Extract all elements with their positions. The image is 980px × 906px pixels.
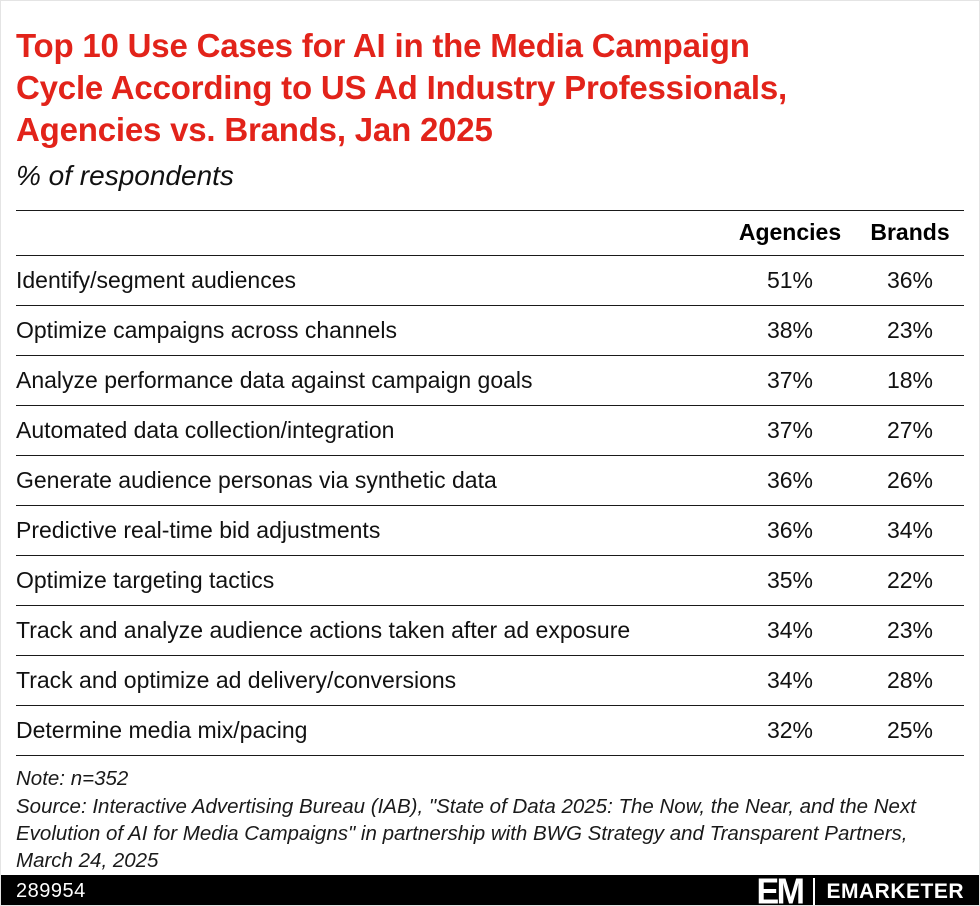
agencies-value: 35% [724, 554, 856, 606]
chart-title-line-3: Agencies vs. Brands, Jan 2025 [16, 110, 493, 148]
row-label: Predictive real-time bid adjustments [16, 504, 724, 556]
logo-divider-line [813, 877, 816, 905]
brands-value: 22% [856, 554, 964, 606]
agencies-value: 51% [724, 254, 856, 306]
row-label: Generate audience personas via synthetic… [16, 454, 724, 506]
brand-name: EMARKETER [826, 879, 964, 903]
row-label: Optimize campaigns across channels [16, 304, 724, 356]
brands-value: 23% [856, 604, 964, 656]
row-label: Optimize targeting tactics [16, 554, 724, 606]
table-header: Agencies Brands [16, 209, 964, 256]
table-row: Optimize campaigns across channels 38% 2… [16, 304, 964, 356]
agencies-value: 37% [724, 354, 856, 406]
table-row: Generate audience personas via synthetic… [16, 454, 964, 506]
chart-title-line-2: Cycle According to US Ad Industry Profes… [16, 68, 787, 106]
agencies-value: 37% [724, 404, 856, 456]
chart-id: 289954 [16, 880, 86, 903]
brands-value: 28% [856, 654, 964, 706]
table-header-row: Agencies Brands [16, 209, 964, 256]
agencies-value: 36% [724, 504, 856, 556]
chart-subtitle: % of respondents [16, 159, 234, 191]
row-label: Track and analyze audience actions taken… [16, 604, 724, 656]
brands-value: 25% [856, 704, 964, 756]
table-row: Analyze performance data against campaig… [16, 354, 964, 406]
chart-title: Top 10 Use Cases for AI in the Media Cam… [16, 25, 964, 151]
table-row: Predictive real-time bid adjustments 36%… [16, 504, 964, 556]
table-row: Identify/segment audiences 51% 36% [16, 254, 964, 306]
brands-value: 34% [856, 504, 964, 556]
brands-value: 26% [856, 454, 964, 506]
header-cell-agencies: Agencies [724, 209, 856, 256]
em-logo-mark: EM [756, 871, 805, 906]
data-table: Agencies Brands Identify/segment audienc… [16, 209, 964, 756]
source-text: Source: Interactive Advertising Bureau (… [16, 794, 916, 873]
brands-value: 18% [856, 354, 964, 406]
header-cell-label [16, 209, 724, 256]
brands-value: 36% [856, 254, 964, 306]
chart-notes: Note: n=352 Source: Interactive Advertis… [16, 765, 964, 875]
agencies-value: 36% [724, 454, 856, 506]
header-cell-brands: Brands [856, 209, 964, 256]
agencies-value: 32% [724, 704, 856, 756]
emarketer-logo: EM EMARKETER [756, 871, 964, 906]
table-row: Determine media mix/pacing 32% 25% [16, 704, 964, 756]
row-label: Determine media mix/pacing [16, 704, 724, 756]
chart-content: Top 10 Use Cases for AI in the Media Cam… [1, 1, 979, 875]
table-row: Automated data collection/integration 37… [16, 404, 964, 456]
table-body: Identify/segment audiences 51% 36% Optim… [16, 254, 964, 756]
table-row: Track and optimize ad delivery/conversio… [16, 654, 964, 706]
agencies-value: 34% [724, 654, 856, 706]
agencies-value: 34% [724, 604, 856, 656]
footer-bar: 289954 EM EMARKETER [1, 871, 979, 906]
row-label: Track and optimize ad delivery/conversio… [16, 654, 724, 706]
table-row: Track and analyze audience actions taken… [16, 604, 964, 656]
row-label: Identify/segment audiences [16, 254, 724, 306]
table-row: Optimize targeting tactics 35% 22% [16, 554, 964, 606]
note-text: Note: n=352 [16, 766, 129, 790]
row-label: Automated data collection/integration [16, 404, 724, 456]
brands-value: 23% [856, 304, 964, 356]
chart-title-line-1: Top 10 Use Cases for AI in the Media Cam… [16, 27, 750, 64]
agencies-value: 38% [724, 304, 856, 356]
brands-value: 27% [856, 404, 964, 456]
row-label: Analyze performance data against campaig… [16, 354, 724, 406]
